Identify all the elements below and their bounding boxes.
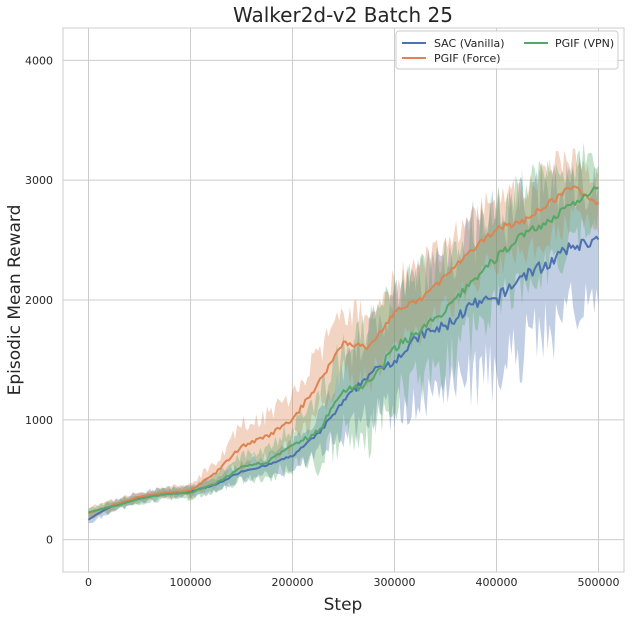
legend-label-force: PGIF (Force)	[434, 52, 501, 65]
series-band	[88, 142, 599, 518]
legend: SAC (Vanilla) PGIF (Force) PGIF (VPN)	[395, 30, 619, 70]
x-tick-label: 400000	[476, 576, 518, 589]
y-tick-label: 1000	[25, 414, 53, 427]
x-tick-label: 500000	[578, 576, 620, 589]
legend-box	[395, 30, 619, 70]
tick-layer: 0 100000 200000 300000 400000 500000 0 1000 2000…	[25, 54, 620, 589]
x-tick-label: 0	[85, 576, 92, 589]
y-tick-label: 3000	[25, 174, 53, 187]
series-band	[88, 147, 599, 520]
line-layer	[87, 185, 600, 521]
y-axis-label: Episodic Mean Reward	[5, 205, 25, 396]
x-tick-label: 200000	[272, 576, 314, 589]
series-line	[88, 185, 600, 515]
y-tick-label: 0	[46, 534, 53, 547]
y-tick-label: 2000	[25, 294, 53, 307]
series-band	[88, 155, 599, 524]
y-tick-label: 4000	[25, 54, 53, 67]
x-axis-label: Step	[324, 595, 363, 615]
x-tick-label: 100000	[170, 576, 212, 589]
chart-title: Walker2d-v2 Batch 25	[233, 3, 453, 27]
legend-label-sac: SAC (Vanilla)	[434, 37, 505, 50]
series-line	[88, 186, 600, 514]
plot-frame	[62, 27, 625, 573]
legend-label-vpn: PGIF (VPN)	[555, 37, 614, 50]
band-layer	[88, 142, 599, 524]
x-tick-label: 300000	[374, 576, 416, 589]
